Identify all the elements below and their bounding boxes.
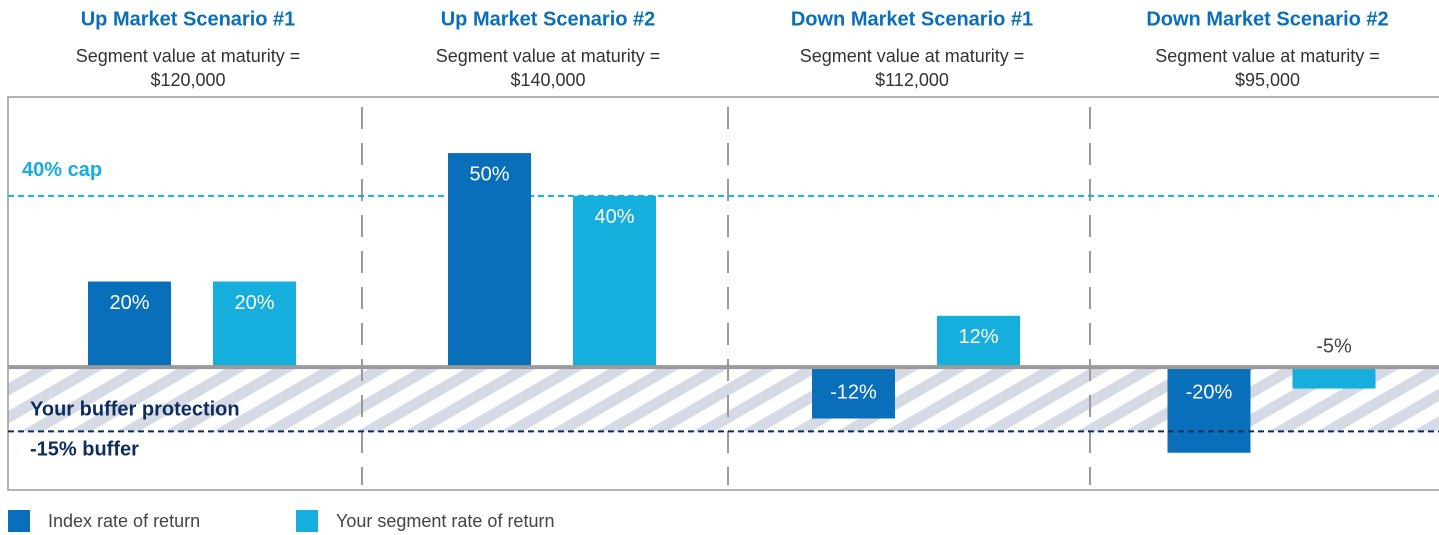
scenario-title: Up Market Scenario #2 — [441, 8, 656, 30]
cap-label: 40% cap — [22, 159, 102, 181]
scenario-note: Segment value at maturity = — [436, 46, 661, 66]
bar — [812, 367, 895, 419]
scenario-note: Segment value at maturity = — [1155, 46, 1380, 66]
legend-label: Your segment rate of return — [336, 511, 554, 531]
value-label: -20% — [1186, 381, 1233, 403]
buffer-note: Your buffer protection — [30, 398, 240, 420]
scenario-note: Segment value at maturity = — [76, 46, 301, 66]
legend-swatch — [8, 510, 30, 532]
scenario-title: Up Market Scenario #1 — [81, 8, 296, 30]
value-label: 20% — [234, 292, 274, 314]
legend-swatch — [296, 510, 318, 532]
value-label: 12% — [958, 326, 998, 348]
legend-label: Index rate of return — [48, 511, 200, 531]
bar — [1167, 367, 1251, 453]
maturity-value: $112,000 — [875, 70, 949, 90]
value-label: -12% — [830, 381, 877, 403]
scenario-note: Segment value at maturity = — [800, 46, 1025, 66]
value-label: -5% — [1316, 335, 1352, 357]
value-label: 20% — [109, 292, 149, 314]
value-label: 50% — [469, 163, 509, 185]
maturity-value: $95,000 — [1235, 70, 1300, 90]
chart-frame — [7, 96, 1439, 491]
maturity-value: $120,000 — [150, 70, 225, 90]
scenario-title: Down Market Scenario #1 — [791, 8, 1033, 30]
bar — [213, 281, 296, 368]
value-label: 40% — [594, 206, 634, 228]
bar — [1292, 367, 1376, 389]
bar — [448, 153, 531, 368]
bar — [937, 315, 1020, 368]
bar — [573, 195, 656, 368]
buffer-label: -15% buffer — [30, 439, 139, 461]
bar — [88, 281, 171, 368]
maturity-value: $140,000 — [510, 70, 585, 90]
scenario-title: Down Market Scenario #2 — [1146, 8, 1388, 30]
